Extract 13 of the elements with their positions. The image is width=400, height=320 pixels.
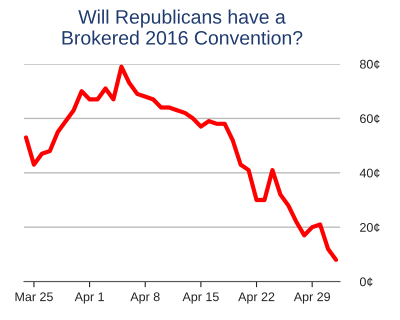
y-tick-label: 80¢ (360, 60, 380, 69)
x-tick-label: Apr 1 (74, 292, 104, 304)
y-tick-label: 60¢ (360, 114, 380, 124)
x-tick-label: Apr 8 (130, 292, 160, 304)
y-tick-label: 40¢ (360, 168, 380, 178)
chart-title: Will Republicans have a Brokered 2016 Convention? (62, 10, 302, 45)
x-tick-label: Apr 29 (294, 292, 330, 304)
x-tick-label: Apr 15 (182, 292, 219, 304)
y-tick-label: 20¢ (360, 223, 380, 232)
line-series (24, 64, 338, 262)
x-tick-label: Apr 22 (238, 292, 274, 304)
y-tick-label: 0¢ (360, 277, 373, 286)
x-tick-label: Mar 25 (16, 292, 53, 302)
